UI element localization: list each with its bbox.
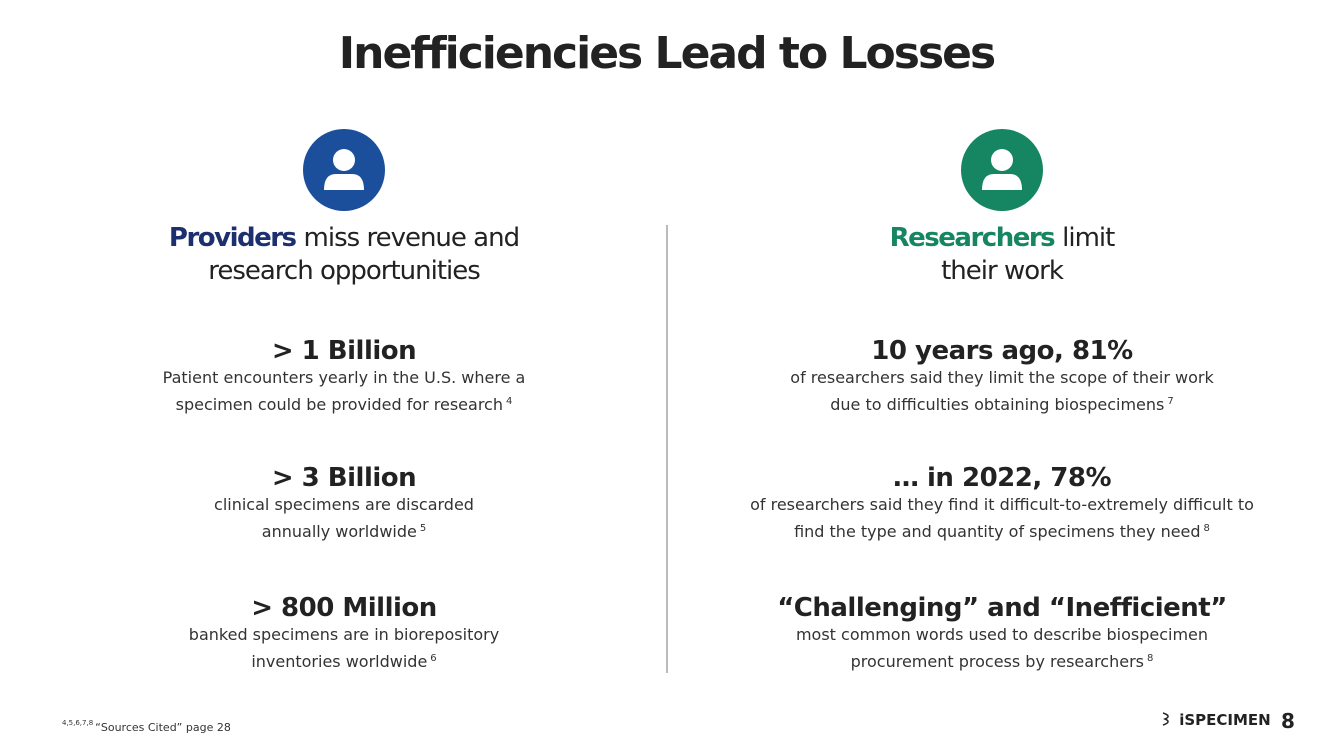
- stat-text: inventories worldwide 6: [251, 652, 437, 671]
- heading-text: their work: [941, 256, 1064, 286]
- stat-text: Patient encounters yearly in the U.S. wh…: [162, 368, 526, 387]
- citation: 8: [1147, 653, 1154, 664]
- heading-text: limit: [1062, 223, 1115, 253]
- heading-bold: Providers: [168, 223, 297, 253]
- stat-headline: 10 years ago, 81%: [871, 336, 1133, 366]
- footnote: 4,5,6,7,8 “Sources Cited” page 28: [62, 719, 231, 734]
- heading: Providers miss revenue and research opport…: [44, 222, 644, 288]
- stat-text: find the type and quantity of specimens …: [794, 522, 1210, 541]
- stat-headline: > 800 Million: [251, 593, 437, 623]
- logo-mark: [1162, 712, 1169, 726]
- page-number: 8: [1281, 709, 1295, 733]
- heading: Researchers limit their work: [702, 222, 1302, 288]
- stat-text: specimen could be provided for research 4: [175, 395, 513, 414]
- person-icon: [961, 129, 1043, 211]
- stat: > 1 Billion Patient encounters yearly in …: [44, 336, 644, 417]
- stat-text: banked specimens are in biorepository: [188, 625, 500, 644]
- heading-text: research opportunities: [208, 256, 481, 286]
- stat: > 800 Million banked specimens are in bio…: [44, 593, 644, 674]
- heading-text: miss revenue and: [303, 223, 521, 253]
- stat-headline: > 3 Billion: [271, 463, 417, 493]
- stat-text: annually worldwide 5: [261, 522, 427, 541]
- stat-headline: … in 2022, 78%: [892, 463, 1112, 493]
- heading-bold: Researchers: [889, 223, 1056, 253]
- stat-text: clinical specimens are discarded: [214, 495, 474, 514]
- column: Researchers limit their work 10 years ago, …: [702, 128, 1302, 671]
- logo: iSPECIMEN: [1160, 711, 1271, 729]
- divider: [666, 225, 668, 673]
- citation: 8: [1203, 523, 1210, 534]
- title: Inefficiencies Lead to Losses: [338, 28, 996, 79]
- stat-text: procurement process by researchers 8: [850, 652, 1154, 671]
- footnote-sup: 4,5,6,7,8: [62, 719, 94, 727]
- stat-text: due to difficulties obtaining biospecime…: [830, 395, 1174, 414]
- stat-text: most common words used to describe biosp…: [795, 625, 1209, 644]
- citation: 5: [419, 523, 427, 534]
- footnote-text: “Sources Cited” page 28: [95, 721, 231, 734]
- stat-headline: > 1 Billion: [271, 336, 417, 366]
- stat: > 3 Billion clinical specimens are discar…: [44, 463, 644, 544]
- citation: 6: [430, 653, 437, 664]
- stat: … in 2022, 78% of researchers said they f…: [702, 463, 1302, 544]
- stat-text: of researchers said they limit the scope…: [790, 368, 1214, 387]
- stat-headline: “Challenging” and “Inefficient”: [777, 593, 1227, 623]
- stat-text: of researchers said they find it difficu…: [750, 495, 1254, 514]
- column: Providers miss revenue and research opport…: [44, 128, 644, 671]
- citation: 7: [1167, 396, 1174, 407]
- stat: 10 years ago, 81% of researchers said the…: [702, 336, 1302, 417]
- logo-text: iSPECIMEN: [1179, 711, 1271, 729]
- citation: 4: [506, 396, 513, 407]
- stat: “Challenging” and “Inefficient” most comm…: [702, 593, 1302, 674]
- person-icon: [303, 129, 385, 211]
